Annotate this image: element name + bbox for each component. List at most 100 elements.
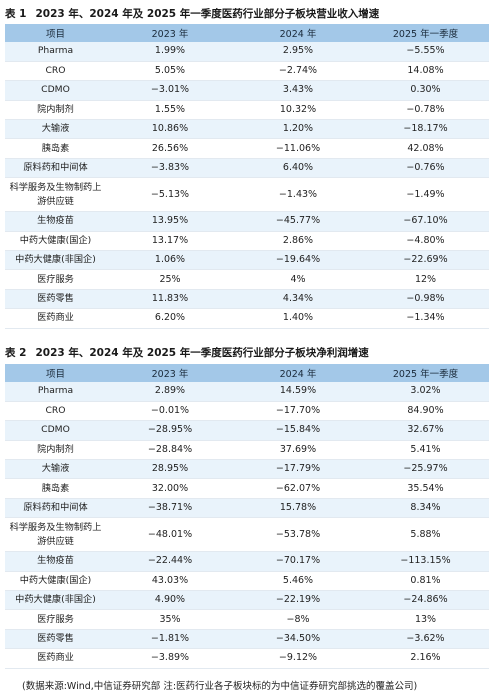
table2-body: Pharma 2.89% 14.59% 3.02% CRO −0.01% −17.70% 84… <box>5 382 489 669</box>
value-2023-cell: −0.01% <box>150 405 190 417</box>
value-2025q1-cell: 13% <box>414 613 437 625</box>
table-row: CRO −0.01% −17.70% 84.90% <box>5 401 489 421</box>
table-row: Pharma 2.89% 14.59% 3.02% <box>5 382 489 402</box>
value-2023-cell: −22.44% <box>147 555 193 567</box>
table-row: 医药商业 −3.89% −9.12% 2.16% <box>5 648 489 669</box>
table-row: CDMO −3.01% 3.43% 0.30% <box>5 80 489 101</box>
table-row: 院内制剂 1.55% 10.32% −0.78% <box>5 100 489 120</box>
value-2025q1-cell: 35.54% <box>407 482 444 494</box>
table-row: Pharma 1.99% 2.95% −5.55% <box>5 42 489 62</box>
value-2024-cell: 4% <box>290 273 306 285</box>
row-name-cell: 科学服务及生物制药上游供应链 <box>9 521 102 547</box>
value-2024-cell: 37.69% <box>279 443 317 455</box>
row-name-cell: CDMO <box>41 424 70 436</box>
value-2023-cell: 43.03% <box>151 574 189 586</box>
table2-header-item: 项目 <box>45 369 65 380</box>
value-2023-cell: 1.99% <box>154 45 186 57</box>
table-row: 原料药和中间体 −38.71% 15.78% 8.34% <box>5 498 489 518</box>
table-row: 医药零售 11.83% 4.34% −0.98% <box>5 289 489 309</box>
row-name-cell: 生物疫苗 <box>37 215 74 227</box>
value-2025q1-cell: −0.76% <box>406 162 445 174</box>
value-2025q1-cell: 8.34% <box>410 502 441 514</box>
row-name-cell: 医药零售 <box>37 292 74 304</box>
value-2024-cell: −22.19% <box>275 594 321 606</box>
row-name-cell: 医药商业 <box>37 652 74 664</box>
value-2024-cell: 15.78% <box>279 502 317 514</box>
value-2024-cell: −15.84% <box>275 424 321 436</box>
value-2025q1-cell: −1.34% <box>406 312 445 324</box>
row-name-cell: 医疗服务 <box>37 613 74 625</box>
row-name-cell: CDMO <box>41 84 70 96</box>
value-2025q1-cell: −3.62% <box>406 632 445 644</box>
value-2024-cell: −8% <box>286 613 310 625</box>
value-2023-cell: 13.17% <box>151 234 189 246</box>
row-name-cell: 医药商业 <box>37 312 74 324</box>
table-row: CDMO −28.95% −15.84% 32.67% <box>5 420 489 441</box>
row-name-cell: 科学服务及生物制药上游供应链 <box>9 181 102 207</box>
table-row: 中药大健康(非国企) 1.06% −19.64% −22.69% <box>5 250 489 270</box>
row-name-cell: 原料药和中间体 <box>23 162 88 174</box>
row-name-cell: 胰岛素 <box>41 142 70 154</box>
value-2024-cell: −9.12% <box>278 652 318 664</box>
value-2024-cell: 3.43% <box>282 84 314 96</box>
value-2023-cell: −28.84% <box>147 443 193 455</box>
table-row: 中药大健康(国企) 13.17% 2.86% −4.80% <box>5 231 489 251</box>
table-row: 大输液 10.86% 1.20% −18.17% <box>5 119 489 139</box>
value-2025q1-cell: −113.15% <box>400 555 451 567</box>
value-2024-cell: 5.46% <box>282 574 314 586</box>
value-2023-cell: −48.01% <box>147 528 193 540</box>
row-name-cell: 中药大健康(非国企) <box>15 594 96 606</box>
value-2025q1-cell: 32.67% <box>407 424 444 436</box>
value-2023-cell: 2.89% <box>154 385 186 397</box>
value-2024-cell: 1.20% <box>282 123 314 135</box>
value-2023-cell: 13.95% <box>151 215 189 227</box>
table-row: 医疗服务 25% 4% 12% <box>5 269 489 290</box>
value-2024-cell: −2.74% <box>278 65 318 77</box>
row-name-cell: 中药大健康(国企) <box>19 234 92 246</box>
table-row: 原料药和中间体 −3.83% 6.40% −0.76% <box>5 158 489 178</box>
table2-header-2023: 2023 年 <box>151 369 189 380</box>
value-2024-cell: −1.43% <box>278 188 318 200</box>
value-2024-cell: 2.86% <box>282 234 314 246</box>
value-2025q1-cell: 14.08% <box>407 65 444 77</box>
table2-header-2025q1: 2025 年一季度 <box>392 369 459 380</box>
value-2025q1-cell: −25.97% <box>403 463 448 475</box>
value-2023-cell: −3.83% <box>150 162 190 174</box>
value-2023-cell: −38.71% <box>147 502 193 514</box>
row-name-cell: 医疗服务 <box>37 273 74 285</box>
row-name-cell: 生物疫苗 <box>37 555 74 567</box>
table2: 项目 2023 年 2024 年 2025 年一季度 Pharma 2.89% 14… <box>5 364 489 669</box>
row-name-cell: Pharma <box>37 45 74 57</box>
value-2025q1-cell: 0.30% <box>410 84 441 96</box>
value-2025q1-cell: −18.17% <box>403 123 448 135</box>
value-2025q1-cell: −0.78% <box>406 103 445 115</box>
row-name-cell: 中药大健康(非国企) <box>15 254 96 266</box>
row-name-cell: CRO <box>45 65 66 77</box>
table-row: 大输液 28.95% −17.79% −25.97% <box>5 459 489 479</box>
table2-caption-number: 表 2 <box>5 347 27 359</box>
value-2023-cell: 28.95% <box>151 463 189 475</box>
value-2025q1-cell: 12% <box>414 273 437 285</box>
value-2023-cell: 10.86% <box>151 123 189 135</box>
table-row: 科学服务及生物制药上游供应链 −5.13% −1.43% −1.49% <box>5 177 489 212</box>
value-2024-cell: 6.40% <box>282 162 314 174</box>
value-2023-cell: 32.00% <box>151 482 189 494</box>
value-2024-cell: 2.95% <box>282 45 314 57</box>
value-2024-cell: −62.07% <box>275 482 321 494</box>
value-2025q1-cell: −24.86% <box>403 594 448 606</box>
value-2024-cell: 1.40% <box>282 312 314 324</box>
value-2024-cell: 4.34% <box>282 292 314 304</box>
row-name-cell: 大输液 <box>41 123 70 135</box>
value-2024-cell: −17.70% <box>275 405 321 417</box>
value-2025q1-cell: 0.81% <box>410 574 441 586</box>
table1-header-2025q1: 2025 年一季度 <box>392 29 459 40</box>
table-row: 医药商业 6.20% 1.40% −1.34% <box>5 308 489 329</box>
table1-caption-text: 2023 年、2024 年及 2025 年一季度医药行业部分子板块营业收入增速 <box>35 8 380 20</box>
value-2023-cell: 4.90% <box>154 594 186 606</box>
table2-header: 项目 2023 年 2024 年 2025 年一季度 <box>5 364 489 382</box>
value-2023-cell: −28.95% <box>147 424 193 436</box>
value-2025q1-cell: 84.90% <box>407 405 444 417</box>
table-row: 中药大健康(非国企) 4.90% −22.19% −24.86% <box>5 590 489 610</box>
table-row: 科学服务及生物制药上游供应链 −48.01% −53.78% 5.88% <box>5 517 489 552</box>
